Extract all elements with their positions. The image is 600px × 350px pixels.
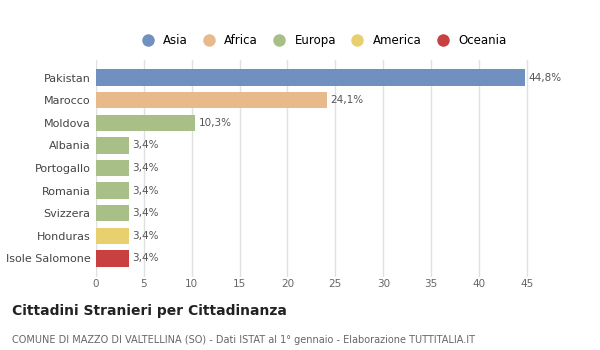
Bar: [96, 69, 525, 86]
Text: 44,8%: 44,8%: [529, 72, 562, 83]
Text: 3,4%: 3,4%: [133, 186, 159, 196]
Bar: [96, 114, 194, 131]
Bar: [96, 137, 128, 154]
Text: Cittadini Stranieri per Cittadinanza: Cittadini Stranieri per Cittadinanza: [12, 304, 287, 318]
Bar: [96, 182, 128, 199]
Text: 3,4%: 3,4%: [133, 208, 159, 218]
Text: 3,4%: 3,4%: [133, 253, 159, 264]
Bar: [96, 250, 128, 267]
Text: 3,4%: 3,4%: [133, 140, 159, 150]
Bar: [96, 92, 327, 108]
Bar: [96, 228, 128, 244]
Text: 10,3%: 10,3%: [199, 118, 232, 128]
Text: 3,4%: 3,4%: [133, 163, 159, 173]
Text: 3,4%: 3,4%: [133, 231, 159, 241]
Legend: Asia, Africa, Europa, America, Oceania: Asia, Africa, Europa, America, Oceania: [132, 31, 510, 51]
Bar: [96, 205, 128, 222]
Text: COMUNE DI MAZZO DI VALTELLINA (SO) - Dati ISTAT al 1° gennaio - Elaborazione TUT: COMUNE DI MAZZO DI VALTELLINA (SO) - Dat…: [12, 335, 475, 345]
Text: 24,1%: 24,1%: [331, 95, 364, 105]
Bar: [96, 160, 128, 176]
